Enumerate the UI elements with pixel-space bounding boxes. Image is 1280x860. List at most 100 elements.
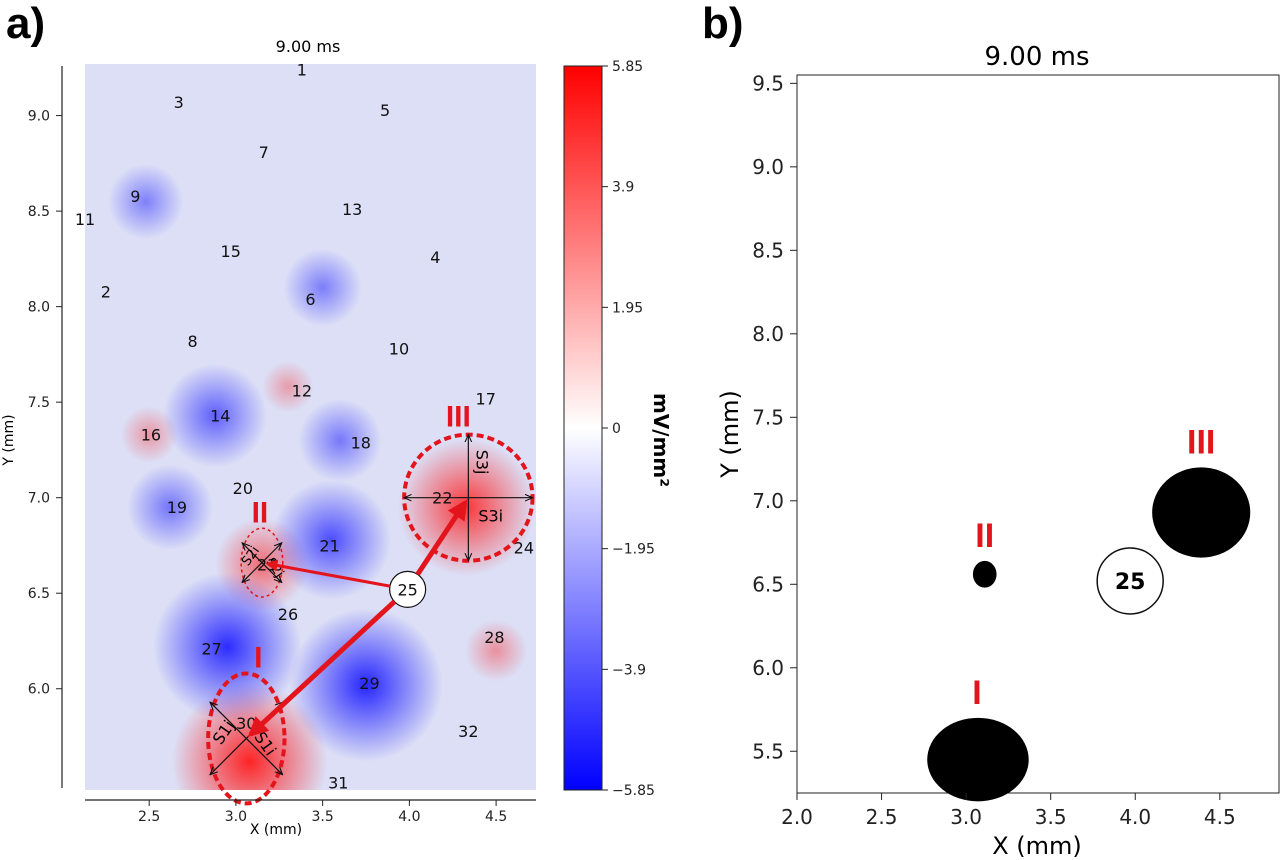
electrode-label-10: 10 xyxy=(389,340,409,359)
colorbar-ticks: 5.85 3.9 1.95 0 −1.95 −3.9 −5.85 xyxy=(602,59,655,799)
electrode-label-28: 28 xyxy=(484,628,504,647)
panel-a-xlabel: X (mm) xyxy=(250,822,302,838)
electrode-label-21: 21 xyxy=(319,536,339,555)
electrode-label-24: 24 xyxy=(514,538,534,557)
electrode-label-27: 27 xyxy=(201,640,221,659)
source-III-label: III xyxy=(446,401,471,434)
field-extremum-4 xyxy=(120,406,178,464)
panel-b-xtick-label: 3.5 xyxy=(1035,805,1067,829)
source-II-blob xyxy=(972,560,997,588)
electrode-label-3: 3 xyxy=(174,93,184,112)
panel-a-ylabel: Y (mm) xyxy=(1,414,17,466)
electrode-label-16: 16 xyxy=(141,426,161,445)
electrode-label-13: 13 xyxy=(342,200,362,219)
field-extremum-3 xyxy=(465,619,528,682)
source-II-ellipse xyxy=(240,527,284,598)
panel-b-xtick-label: 2.5 xyxy=(866,805,898,829)
colorbar: 5.85 3.9 1.95 0 −1.95 −3.9 −5.85 mV/mm² xyxy=(563,59,673,799)
arrow-to-source-II xyxy=(265,559,391,588)
colorbar-tick-label: −5.85 xyxy=(612,783,655,799)
electrode-label-4: 4 xyxy=(430,248,440,267)
source-II-label-b: II xyxy=(975,517,994,555)
panel-a-ytick-label: 6.5 xyxy=(28,586,50,602)
electrode-label-8: 8 xyxy=(187,332,197,351)
panel-b-ytick-label: 7.5 xyxy=(752,405,784,429)
colorbar-label: mV/mm² xyxy=(649,393,673,487)
colorbar-tick-label: −3.9 xyxy=(612,662,646,678)
panel-b-ytick-label: 8.5 xyxy=(752,238,784,262)
panel-a-axes: 2.5 3.0 3.5 4.0 4.5 6.0 6.5 7.0 7.5 8.0 8.5 9.0 xyxy=(28,66,536,825)
arrow-to-source-III xyxy=(415,499,468,576)
source-III-label-b: III xyxy=(1187,423,1215,461)
source-III-blob xyxy=(1152,467,1251,558)
source-I-label: I xyxy=(254,641,262,674)
field-extremum-5 xyxy=(262,361,314,413)
field-extremum-9 xyxy=(163,363,267,468)
field-extremum-6 xyxy=(153,572,302,721)
field-extremum-10 xyxy=(127,464,213,550)
electrode-labels: 1234567891011121314151617181920212223242… xyxy=(75,61,534,793)
field-extremum-13 xyxy=(108,164,184,240)
electrode-label-17: 17 xyxy=(476,389,496,408)
source-III-axis-j-label: S3j xyxy=(472,450,491,475)
electrode-label-1: 1 xyxy=(297,61,307,80)
electrode-label-11: 11 xyxy=(75,210,95,229)
electrode-label-14: 14 xyxy=(210,407,230,426)
colorbar-tick-label: 3.9 xyxy=(612,180,634,196)
panel-b-ytick-label: 8.0 xyxy=(752,322,784,346)
electrode-label-31: 31 xyxy=(328,773,348,792)
panel-a-ytick-label: 8.0 xyxy=(28,300,50,316)
panel-b-title: 9.00 ms xyxy=(984,42,1089,72)
reference-electrode-label: 25 xyxy=(1115,570,1146,595)
electrode-label-29: 29 xyxy=(359,674,379,693)
panel-a-title: 9.00 ms xyxy=(276,37,341,56)
panel-a-xtick-label: 3.0 xyxy=(225,809,247,825)
panel-a-ytick-label: 7.0 xyxy=(28,491,50,507)
electrode-label-2: 2 xyxy=(101,282,111,301)
colorbar-tick-label: 1.95 xyxy=(612,300,643,316)
panel-a-xtick-label: 3.5 xyxy=(312,809,334,825)
panel-b-xtick-label: 3.0 xyxy=(950,805,982,829)
panel-b-xtick-label: 2.0 xyxy=(781,805,813,829)
source-II-label: II xyxy=(252,496,269,529)
panel-a-heatmap: 1234567891011121314151617181920212223242… xyxy=(1,37,536,838)
electrode-label-5: 5 xyxy=(380,101,390,120)
electrode-label-15: 15 xyxy=(221,242,241,261)
panel-a-ytick-label: 6.0 xyxy=(28,682,50,698)
electrode-label-12: 12 xyxy=(292,382,312,401)
panel-b-xlabel: X (mm) xyxy=(992,832,1082,860)
panel-b-axes: 2.0 2.5 3.0 3.5 4.0 4.5 5.5 6.0 6.5 7.0 7.5 8.0 8.5 9… xyxy=(752,71,1236,829)
colorbar-tick-label: −1.95 xyxy=(612,542,655,558)
electrode-label-18: 18 xyxy=(351,433,371,452)
panel-b-ytick-label: 6.5 xyxy=(752,572,784,596)
electrode-label-19: 19 xyxy=(167,498,187,517)
panel-b-ytick-label: 5.5 xyxy=(752,739,784,763)
panel-a-xtick-label: 4.0 xyxy=(398,809,420,825)
electrode-label-7: 7 xyxy=(259,143,269,162)
panel-a-ytick-label: 7.5 xyxy=(28,395,50,411)
source-II-axis-i xyxy=(242,543,282,583)
panel-a-xtick-label: 4.5 xyxy=(485,809,507,825)
electrode-label-26: 26 xyxy=(278,605,298,624)
colorbar-tick-label: 5.85 xyxy=(612,59,643,75)
panel-a-xtick-label: 2.5 xyxy=(138,809,160,825)
panel-b-plot-area xyxy=(796,74,1280,794)
source-I-label-b: I xyxy=(972,674,981,712)
panel-b-xtick-label: 4.5 xyxy=(1204,805,1236,829)
panel-b-ytick-label: 9.0 xyxy=(752,155,784,179)
panel-a-letter: a) xyxy=(6,0,45,48)
field-extremum-12 xyxy=(283,248,362,327)
field-extremum-7 xyxy=(289,608,443,762)
arrow-to-source-I xyxy=(247,599,397,738)
electrode-label-20: 20 xyxy=(233,479,253,498)
panel-b-ytick-label: 7.0 xyxy=(752,489,784,513)
electrode-label-6: 6 xyxy=(305,290,315,309)
source-I-ellipse xyxy=(206,671,287,806)
panel-b-xtick-label: 4.0 xyxy=(1119,805,1151,829)
colorbar-tick-label: 0 xyxy=(612,421,621,437)
panel-b-ytick-label: 9.5 xyxy=(752,71,784,95)
panel-b-ytick-label: 6.0 xyxy=(752,656,784,680)
source-III-axis-i-label: S3i xyxy=(478,507,503,526)
reference-electrode-marker xyxy=(1096,547,1164,615)
